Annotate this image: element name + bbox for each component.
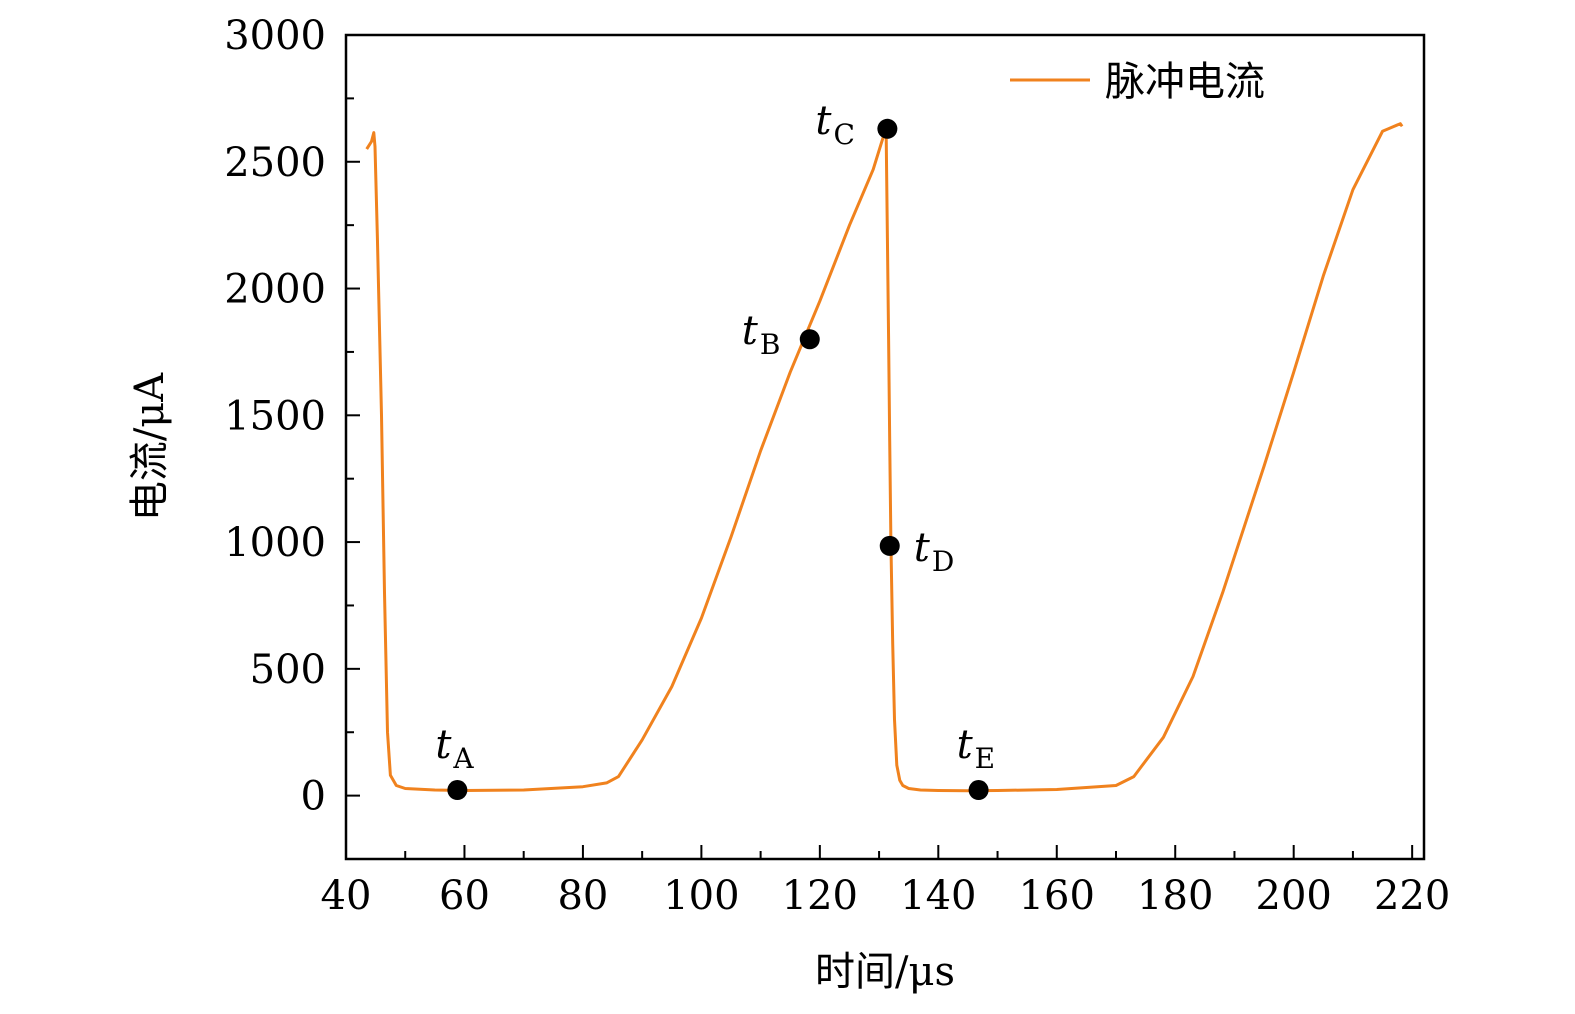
y-tick-label: 2500 bbox=[224, 140, 326, 186]
point-marker-tC bbox=[877, 118, 898, 139]
series-layer bbox=[365, 122, 1404, 793]
point-label-tE: tE bbox=[957, 722, 996, 775]
point-label-subscript: D bbox=[932, 545, 954, 578]
x-tick-label: 60 bbox=[439, 873, 490, 919]
y-tick-label: 2000 bbox=[224, 267, 326, 313]
point-label-subscript: B bbox=[760, 328, 781, 361]
point-label-tC: tC bbox=[815, 98, 855, 151]
x-tick-label: 140 bbox=[900, 873, 976, 919]
x-tick-label: 200 bbox=[1256, 873, 1332, 919]
x-tick-label: 40 bbox=[321, 873, 372, 919]
x-tick-label: 160 bbox=[1019, 873, 1095, 919]
point-label-symbol: t bbox=[815, 98, 832, 144]
legend: 脉冲电流 bbox=[1010, 59, 1265, 105]
y-axis-title: 电流/μA bbox=[127, 372, 173, 521]
x-tick-label: 120 bbox=[782, 873, 858, 919]
y-tick-label: 3000 bbox=[224, 13, 326, 59]
point-marker-tE bbox=[968, 780, 989, 801]
point-marker-tB bbox=[799, 329, 820, 350]
x-tick-label: 80 bbox=[557, 873, 608, 919]
point-marker-tD bbox=[879, 535, 900, 556]
x-tick-label: 180 bbox=[1137, 873, 1213, 919]
y-tick-label: 1000 bbox=[224, 520, 326, 566]
point-label-tD: tD bbox=[914, 525, 955, 578]
x-axis-ticks: 40 60 80 100 120 140 160 180 200 220 bbox=[321, 845, 1450, 919]
x-tick-label: 100 bbox=[663, 873, 739, 919]
point-label-subscript: A bbox=[452, 742, 474, 775]
point-label-symbol: t bbox=[435, 722, 452, 768]
x-axis-title: 时间/μs bbox=[815, 949, 955, 995]
legend-label: 脉冲电流 bbox=[1105, 59, 1265, 105]
plot-frame bbox=[344, 33, 1426, 861]
y-tick-label: 0 bbox=[301, 774, 326, 820]
series-line-pulse-current bbox=[365, 122, 1404, 793]
point-label-subscript: E bbox=[975, 742, 995, 775]
point-marker-tA bbox=[447, 780, 468, 801]
point-label-tB: tB bbox=[742, 308, 781, 361]
point-label-tA: tA bbox=[435, 722, 474, 775]
y-axis-ticks: 0 500 1000 1500 2000 2500 3000 bbox=[224, 13, 360, 860]
y-tick-label: 1500 bbox=[224, 393, 326, 439]
point-label-symbol: t bbox=[957, 722, 974, 768]
point-label-symbol: t bbox=[914, 525, 931, 571]
y-tick-label: 500 bbox=[250, 647, 326, 693]
x-tick-label: 220 bbox=[1374, 873, 1450, 919]
point-label-subscript: C bbox=[833, 118, 854, 151]
point-label-symbol: t bbox=[742, 308, 759, 354]
